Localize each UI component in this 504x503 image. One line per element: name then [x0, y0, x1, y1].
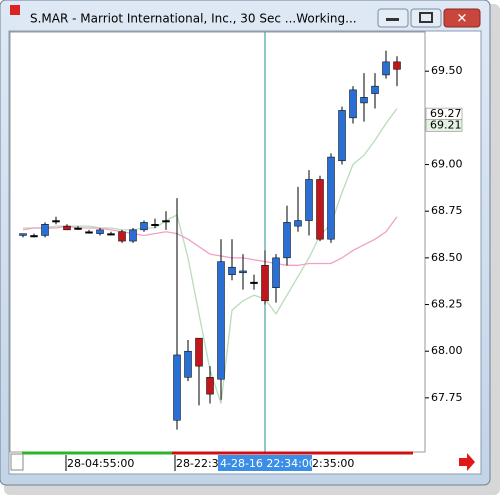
y-tick-label: 68.25: [431, 298, 463, 311]
candle-body: [261, 265, 269, 302]
candle-body: [74, 227, 82, 230]
scroll-box[interactable]: [10, 453, 24, 471]
chart: 67.75 68.00 68.25 68.50 68.75 69.00 69.50 69.27…: [19, 50, 463, 471]
y-tick-label: 68.50: [431, 251, 463, 264]
candle-body: [206, 377, 214, 395]
candle-body: [140, 222, 148, 231]
minimize-icon: [386, 18, 399, 21]
y-tick-label: 68.00: [431, 344, 463, 357]
price-marker-box: [425, 119, 463, 132]
y-tick-label: 69.50: [431, 64, 463, 77]
close-icon: ✕: [457, 12, 468, 27]
candle-body: [195, 337, 203, 367]
candle-body: [118, 231, 126, 242]
candle-body: [41, 224, 49, 236]
candle-body: [393, 61, 401, 70]
close-button[interactable]: [443, 8, 481, 28]
scroll-right-arrow[interactable]: [459, 453, 475, 471]
app-icon: [10, 5, 20, 15]
candle-body: [217, 261, 225, 380]
window-title: S.MAR - Marriot International, Inc., 30 …: [30, 12, 357, 26]
candle-body: [360, 97, 368, 104]
candle-body: [96, 229, 104, 234]
candle-body: [162, 220, 170, 223]
candle-body: [349, 89, 357, 119]
time-label: 28-22:3: [176, 457, 219, 470]
candle-body: [371, 85, 379, 94]
moving-average-line: [22, 216, 398, 266]
candle-body: [250, 281, 258, 284]
time-label: 2:35:00: [312, 457, 354, 470]
price-marker-label: 69.21: [430, 118, 462, 131]
candle-body: [316, 179, 324, 240]
candle-body: [338, 110, 346, 162]
y-tick-label: 67.75: [431, 391, 463, 404]
y-tick-label: 68.75: [431, 204, 463, 217]
candle-body: [85, 231, 93, 234]
plot-area: [9, 31, 426, 453]
candle-body: [30, 235, 38, 238]
price-marker-label: 69.27: [430, 107, 462, 120]
time-label: 28-04:55:00: [67, 457, 134, 470]
candle-body: [305, 179, 313, 221]
candle-body: [228, 266, 236, 275]
candle-body: [107, 233, 115, 236]
crosshair-time-box: [218, 455, 312, 471]
candle-body: [294, 220, 302, 227]
candle-body: [19, 233, 27, 236]
candle-body: [63, 225, 71, 231]
candle-body: [283, 222, 291, 259]
candle-body: [151, 224, 159, 227]
candle-body: [129, 229, 137, 242]
maximize-icon: [419, 12, 433, 23]
candle-body: [239, 270, 247, 274]
time-label: 4-28-16 22:34:00: [220, 457, 316, 470]
candle-body: [173, 354, 181, 421]
y-tick-label: 69.00: [431, 158, 463, 171]
candle-body: [184, 350, 192, 378]
candle-body: [327, 156, 335, 240]
candle-body: [52, 220, 60, 223]
candle-body: [272, 257, 280, 288]
candle-body: [382, 61, 390, 76]
maximize-button[interactable]: [410, 8, 442, 28]
